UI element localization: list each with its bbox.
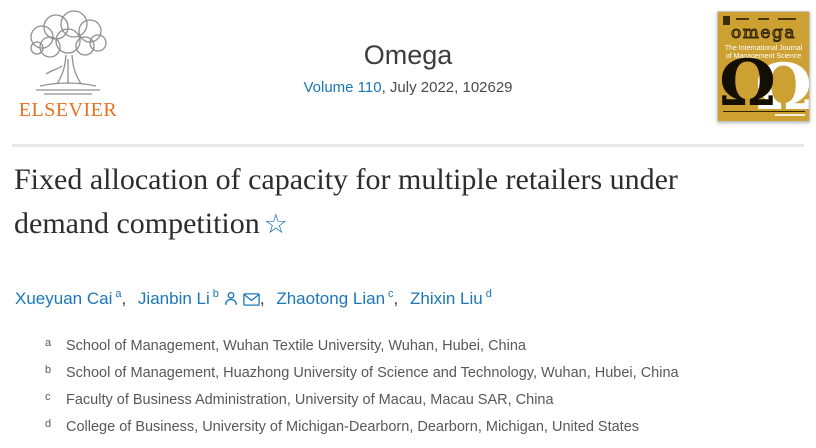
- volume-link[interactable]: Volume 110: [303, 79, 382, 96]
- elsevier-logo[interactable]: ELSEVIER: [16, 10, 120, 122]
- elsevier-wordmark: ELSEVIER: [18, 99, 118, 121]
- affiliation-list: a School of Management, Wuhan Textile Uni…: [45, 337, 679, 445]
- author-link[interactable]: Zhaotong Lian c: [276, 288, 394, 308]
- affiliation-item: c Faculty of Business Administration, Uni…: [45, 391, 679, 409]
- author-name[interactable]: Jianbin Li: [137, 288, 210, 308]
- cover-journal-subtitle: The International Journal of Management …: [718, 45, 809, 61]
- affiliation-text: College of Business, University of Michi…: [66, 419, 640, 435]
- journal-title-link[interactable]: Omega: [363, 40, 453, 70]
- cover-footer-text-dash: [775, 114, 805, 116]
- author-name[interactable]: Zhixin Liu: [409, 288, 483, 308]
- author-separator: ,: [121, 288, 131, 308]
- affiliation-item: b School of Management, Huazhong Universi…: [45, 364, 679, 382]
- cover-top-text-dash: [778, 18, 796, 20]
- affiliation-text: Faculty of Business Administration, Univ…: [66, 392, 554, 408]
- journal-header: Omega Volume 110, July 2022, 102629: [130, 40, 686, 96]
- author-name[interactable]: Xueyuan Cai: [15, 288, 113, 308]
- author-separator: ,: [259, 288, 270, 308]
- cover-subtitle-line2: of Management Science: [725, 53, 802, 60]
- author-affiliation-marker: d: [485, 288, 492, 300]
- cover-top-text-dash: [736, 18, 749, 20]
- author-separator: ,: [393, 288, 403, 308]
- author-link[interactable]: Zhixin Liu d: [409, 288, 492, 308]
- affiliation-marker: a: [45, 337, 52, 349]
- cover-omega-symbol-white: Ω: [755, 50, 810, 122]
- cover-subtitle-line1: The International Journal: [724, 45, 803, 52]
- elsevier-tree-icon: [30, 10, 107, 95]
- header-divider: [12, 144, 804, 147]
- issue-info: , July 2022, 102629: [381, 79, 513, 96]
- issue-line: Volume 110, July 2022, 102629: [130, 79, 686, 96]
- affiliation-marker: d: [45, 418, 52, 430]
- author-name[interactable]: Zhaotong Lian: [276, 288, 386, 308]
- cover-top-text-dash: [758, 18, 769, 20]
- article-title: Fixed allocation of capacity for multipl…: [14, 158, 774, 246]
- author-affiliation-marker: c: [388, 288, 394, 300]
- affiliation-item: a School of Management, Wuhan Textile Uni…: [45, 337, 679, 355]
- affiliation-text: School of Management, Huazhong Universit…: [66, 365, 679, 381]
- cover-publisher-mark: [723, 16, 730, 25]
- cover-omega-symbol-black: Ω: [719, 46, 776, 121]
- journal-cover-thumbnail[interactable]: omega The International Journal of Manag…: [717, 11, 810, 122]
- cover-journal-name: omega: [731, 23, 796, 43]
- article-title-text: Fixed allocation of capacity for multipl…: [14, 163, 678, 240]
- author-link[interactable]: Jianbin Li b: [137, 288, 260, 308]
- author-list: Xueyuan Cai a, Jianbin Li b, Zhaotong Lian…: [15, 282, 492, 311]
- author-affiliation-marker: a: [115, 288, 122, 300]
- cover-footer-rule: [723, 111, 805, 117]
- author-affiliation-marker: b: [212, 288, 219, 300]
- person-icon[interactable]: [219, 289, 238, 308]
- title-footnote-star[interactable]: ☆: [263, 209, 288, 239]
- affiliation-text: School of Management, Wuhan Textile Univ…: [66, 338, 526, 354]
- affiliation-item: d College of Business, University of Mich…: [45, 418, 679, 436]
- envelope-icon[interactable]: [238, 289, 260, 308]
- affiliation-marker: b: [45, 364, 52, 376]
- affiliation-marker: c: [45, 391, 51, 403]
- author-link[interactable]: Xueyuan Cai a: [15, 288, 122, 308]
